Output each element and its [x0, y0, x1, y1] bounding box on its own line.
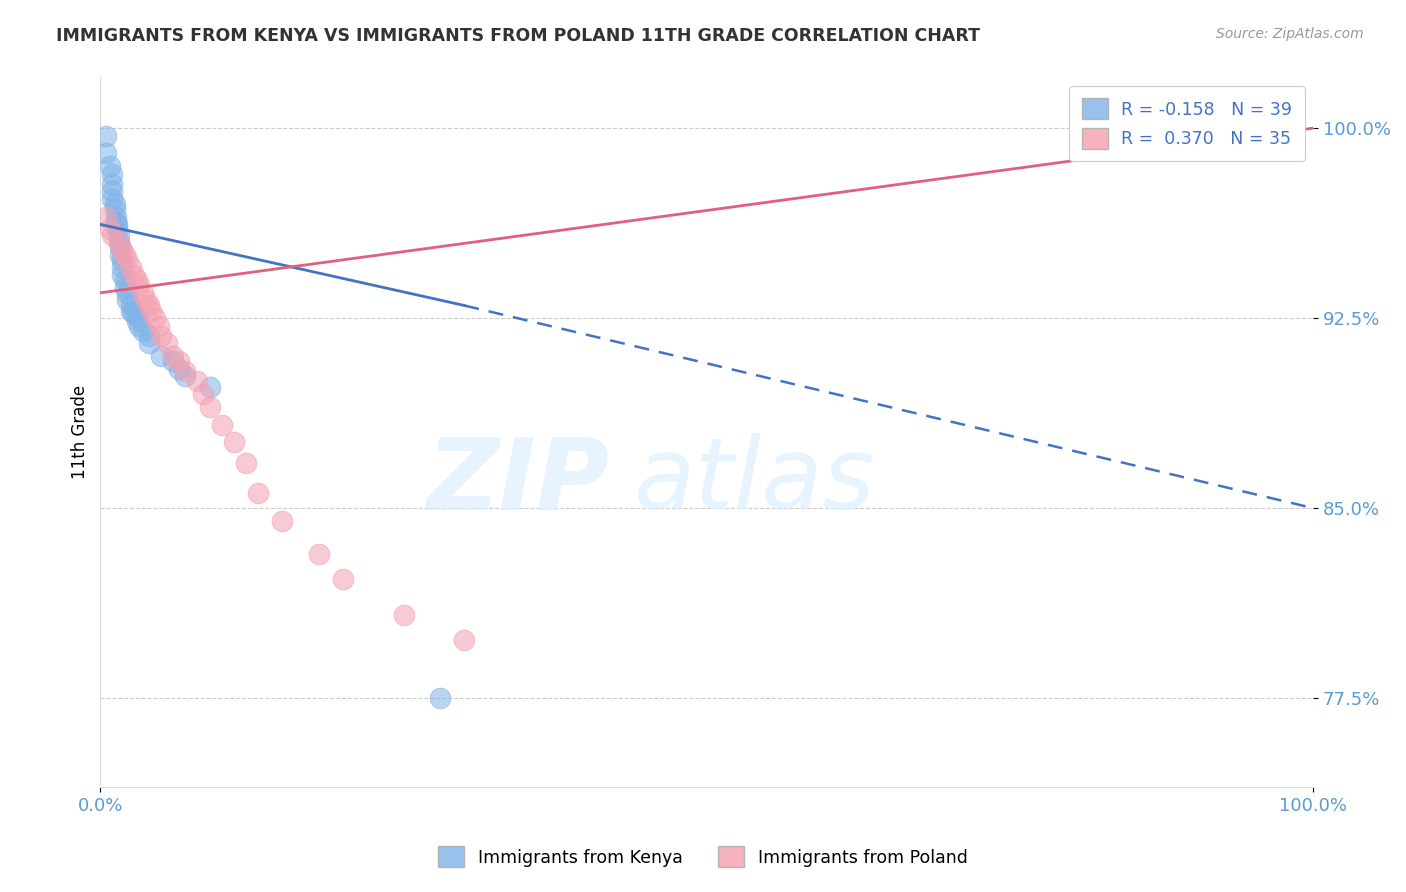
Point [128, 278, 150, 293]
Point [120, 260, 142, 275]
Point [98, 222, 121, 236]
Point [138, 329, 160, 343]
Point [115, 252, 138, 267]
Point [105, 210, 128, 224]
Point [392, 607, 415, 622]
Point [115, 285, 138, 300]
Point [120, 303, 142, 318]
Point [247, 486, 270, 500]
Point [148, 318, 170, 333]
Point [128, 318, 150, 333]
Point [122, 306, 145, 320]
Point [138, 298, 160, 312]
Point [111, 252, 134, 267]
Point [174, 364, 197, 378]
Point [105, 222, 128, 236]
Point [222, 435, 245, 450]
Point [105, 218, 128, 232]
Point [143, 311, 166, 326]
Point [332, 572, 354, 586]
Point [162, 349, 184, 363]
Point [98, 159, 121, 173]
Point [156, 336, 179, 351]
Point [150, 349, 173, 363]
Point [114, 281, 136, 295]
Point [429, 691, 451, 706]
Point [125, 309, 148, 323]
Point [114, 248, 136, 262]
Text: IMMIGRANTS FROM KENYA VS IMMIGRANTS FROM POLAND 11TH GRADE CORRELATION CHART: IMMIGRANTS FROM KENYA VS IMMIGRANTS FROM… [56, 27, 980, 45]
Point [111, 243, 134, 257]
Point [108, 240, 131, 254]
Point [211, 417, 233, 432]
Point [167, 361, 190, 376]
Point [115, 293, 138, 308]
Point [1265, 128, 1288, 143]
Point [138, 336, 160, 351]
Point [141, 303, 163, 318]
Point [107, 235, 129, 249]
Point [104, 202, 127, 217]
Point [104, 197, 127, 211]
Point [235, 456, 257, 470]
Point [125, 273, 148, 287]
Point [308, 547, 330, 561]
Point [107, 235, 129, 249]
Point [453, 632, 475, 647]
Point [101, 192, 124, 206]
Point [114, 273, 136, 287]
Point [101, 177, 124, 191]
Point [135, 293, 157, 308]
Point [271, 514, 294, 528]
Point [105, 215, 128, 229]
Point [101, 167, 124, 181]
Point [198, 379, 221, 393]
Point [96, 210, 118, 224]
Text: ZIP: ZIP [427, 434, 610, 531]
Point [150, 329, 173, 343]
Point [101, 227, 124, 242]
Point [174, 369, 197, 384]
Point [111, 268, 134, 282]
Point [162, 354, 184, 368]
Text: atlas: atlas [634, 434, 876, 531]
Y-axis label: 11th Grade: 11th Grade [72, 385, 89, 479]
Point [96, 146, 118, 161]
Point [96, 128, 118, 143]
Point [120, 298, 142, 312]
Point [193, 387, 215, 401]
Point [132, 285, 155, 300]
Point [198, 400, 221, 414]
Point [107, 227, 129, 242]
Point [132, 324, 155, 338]
Point [167, 354, 190, 368]
Text: Source: ZipAtlas.com: Source: ZipAtlas.com [1216, 27, 1364, 41]
Point [186, 375, 208, 389]
Point [101, 185, 124, 199]
Legend: R = -0.158   N = 39, R =  0.370   N = 35: R = -0.158 N = 39, R = 0.370 N = 35 [1070, 87, 1305, 161]
Legend: Immigrants from Kenya, Immigrants from Poland: Immigrants from Kenya, Immigrants from P… [432, 839, 974, 874]
Point [125, 313, 148, 327]
Point [111, 260, 134, 275]
Point [108, 248, 131, 262]
Point [124, 268, 146, 282]
